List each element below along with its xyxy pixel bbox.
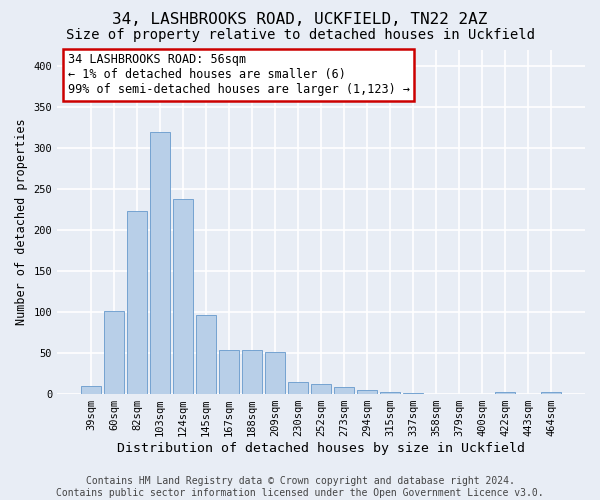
Text: 34, LASHBROOKS ROAD, UCKFIELD, TN22 2AZ: 34, LASHBROOKS ROAD, UCKFIELD, TN22 2AZ <box>112 12 488 28</box>
Bar <box>334 386 354 394</box>
Bar <box>81 386 101 394</box>
Bar <box>196 316 216 394</box>
Bar <box>173 199 193 394</box>
Bar <box>127 210 147 394</box>
Bar <box>380 392 400 394</box>
Bar <box>288 382 308 394</box>
Bar <box>150 132 170 394</box>
Bar <box>219 350 239 394</box>
X-axis label: Distribution of detached houses by size in Uckfield: Distribution of detached houses by size … <box>117 442 525 455</box>
Y-axis label: Number of detached properties: Number of detached properties <box>15 118 28 326</box>
Text: 34 LASHBROOKS ROAD: 56sqm
← 1% of detached houses are smaller (6)
99% of semi-de: 34 LASHBROOKS ROAD: 56sqm ← 1% of detach… <box>68 54 410 96</box>
Bar <box>358 390 377 394</box>
Bar <box>265 352 285 394</box>
Bar <box>242 350 262 394</box>
Bar <box>311 384 331 394</box>
Text: Contains HM Land Registry data © Crown copyright and database right 2024.
Contai: Contains HM Land Registry data © Crown c… <box>56 476 544 498</box>
Bar <box>496 392 515 394</box>
Bar <box>104 310 124 394</box>
Bar <box>541 392 561 394</box>
Text: Size of property relative to detached houses in Uckfield: Size of property relative to detached ho… <box>65 28 535 42</box>
